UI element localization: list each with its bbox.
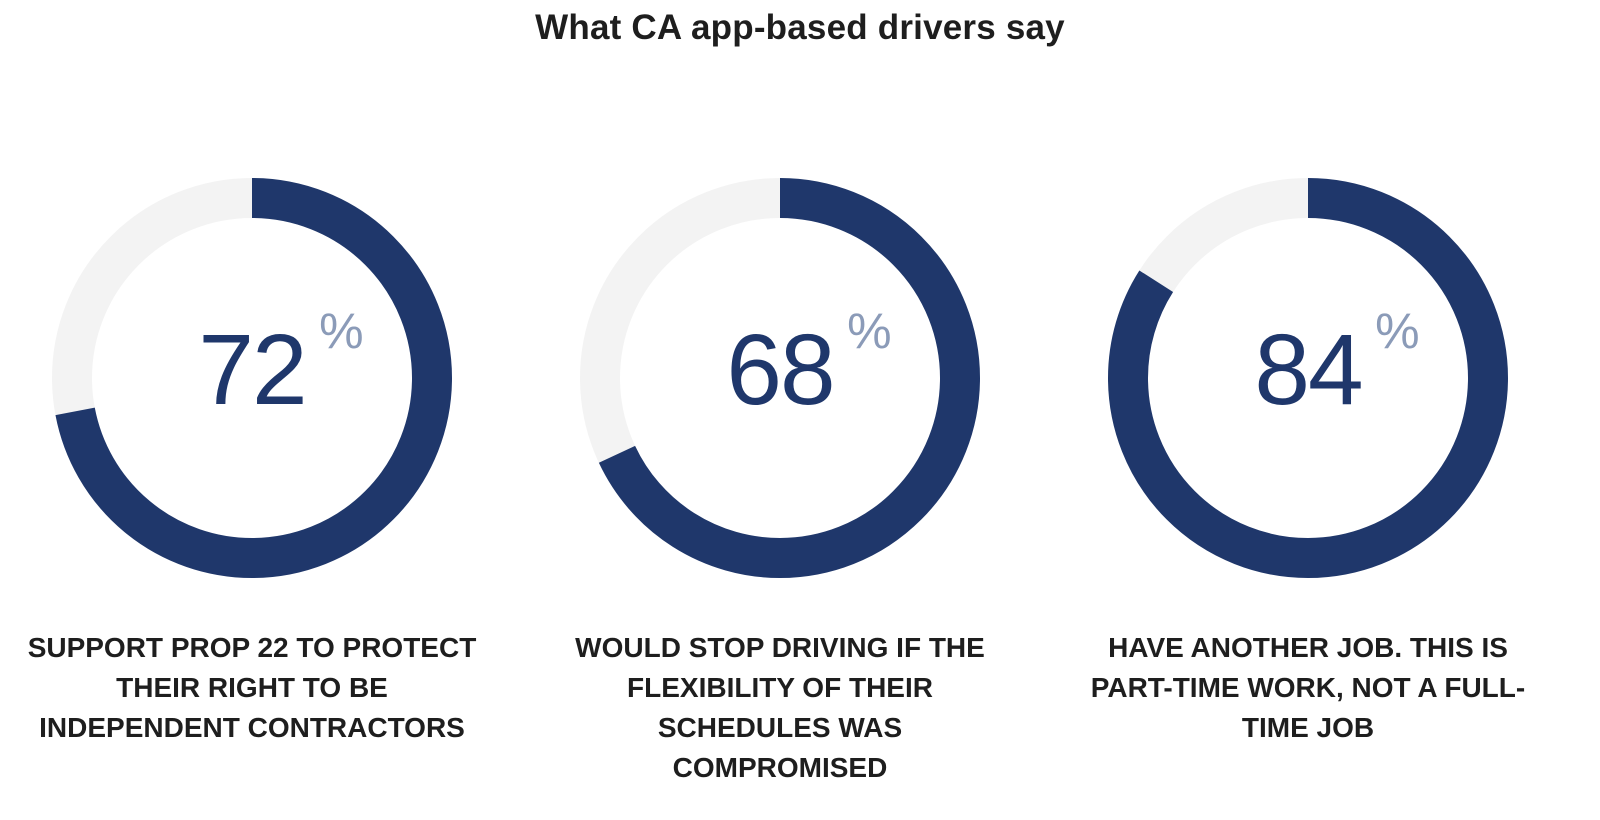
stat-caption: HAVE ANOTHER JOB. THIS IS PART-TIME WORK,… bbox=[1038, 628, 1578, 748]
donut-chart bbox=[44, 170, 460, 586]
caption-line: COMPROMISED bbox=[672, 752, 888, 783]
stat-block: 72% SUPPORT PROP 22 TO PROTECT THEIR RIGHT… bbox=[0, 0, 522, 820]
stat-value: 72% bbox=[198, 306, 363, 440]
stat-number: 84 bbox=[1254, 314, 1363, 426]
caption-line: SCHEDULES WAS bbox=[657, 712, 903, 743]
donut-arc bbox=[1108, 178, 1508, 578]
caption-line: PART-TIME WORK, NOT A FULL- bbox=[1090, 672, 1526, 703]
caption-line: WOULD STOP DRIVING IF THE bbox=[575, 632, 985, 663]
stat-block: 84% HAVE ANOTHER JOB. THIS IS PART-TIME WO… bbox=[1038, 0, 1578, 820]
stat-block: 68% WOULD STOP DRIVING IF THE FLEXIBILITY … bbox=[510, 0, 1050, 820]
donut-svg bbox=[1108, 178, 1508, 578]
donut-arc bbox=[580, 178, 980, 578]
caption-line: THEIR RIGHT TO BE bbox=[116, 672, 388, 703]
stat-value: 68% bbox=[726, 306, 891, 440]
caption-line: INDEPENDENT CONTRACTORS bbox=[39, 712, 465, 743]
caption-line: TIME JOB bbox=[1241, 712, 1375, 743]
caption-line: HAVE ANOTHER JOB. THIS IS bbox=[1108, 632, 1508, 663]
percent-sign: % bbox=[847, 303, 892, 359]
stat-caption: SUPPORT PROP 22 TO PROTECT THEIR RIGHT TO… bbox=[0, 628, 522, 748]
stat-value: 84% bbox=[1254, 306, 1419, 440]
chart-title: What CA app-based drivers say bbox=[535, 8, 1065, 47]
donut-svg bbox=[580, 178, 980, 578]
donut-chart bbox=[572, 170, 988, 586]
stat-number: 68 bbox=[726, 314, 835, 426]
donut-chart bbox=[1100, 170, 1516, 586]
caption-line: SUPPORT PROP 22 TO PROTECT bbox=[27, 632, 477, 663]
donut-svg bbox=[52, 178, 452, 578]
percent-sign: % bbox=[319, 303, 364, 359]
stat-caption: WOULD STOP DRIVING IF THE FLEXIBILITY OF … bbox=[510, 628, 1050, 788]
stat-number: 72 bbox=[198, 314, 307, 426]
donut-arc bbox=[52, 178, 452, 578]
caption-line: FLEXIBILITY OF THEIR bbox=[627, 672, 933, 703]
percent-sign: % bbox=[1375, 303, 1420, 359]
